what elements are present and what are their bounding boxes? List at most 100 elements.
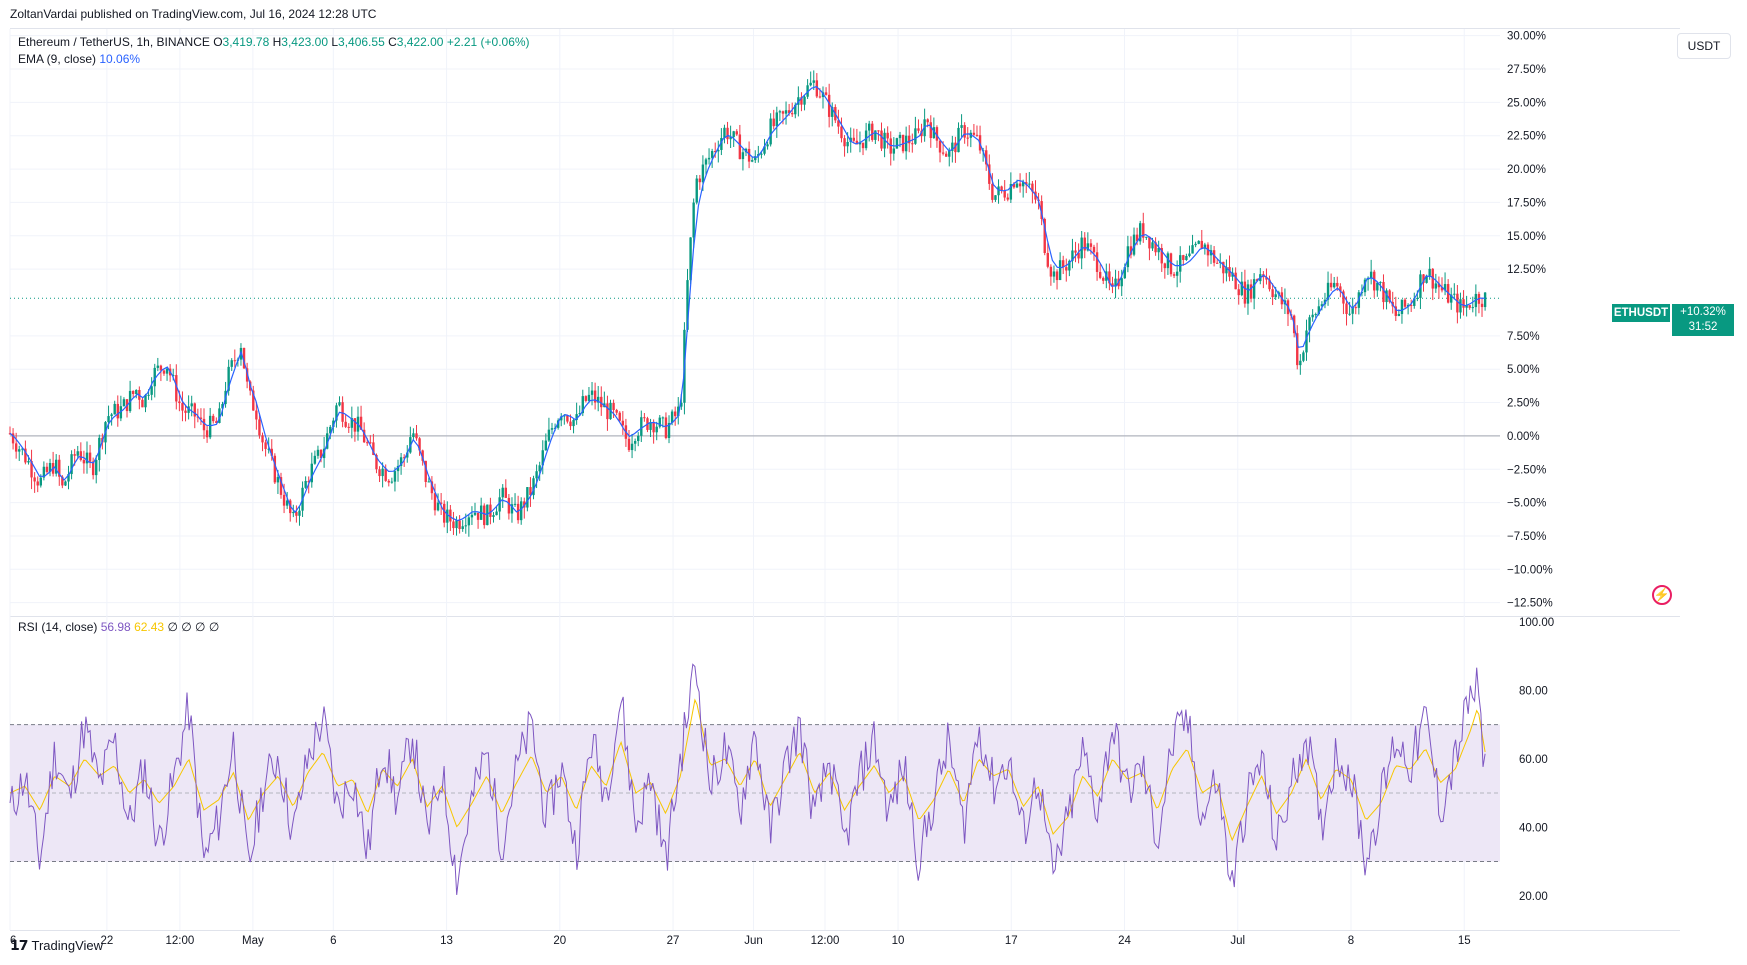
candle-body [218, 408, 221, 423]
candle-body [1351, 307, 1354, 314]
candle-body [316, 449, 320, 456]
candle-body [846, 141, 849, 147]
candle-body [1098, 271, 1102, 278]
candle-body [455, 520, 458, 529]
candle-body [350, 418, 354, 428]
candle-body [723, 127, 726, 138]
ema-legend[interactable]: EMA (9, close) 10.06% [18, 52, 140, 66]
candle-body [787, 110, 791, 114]
currency-button[interactable]: USDT [1677, 33, 1731, 59]
candle-body [258, 419, 261, 436]
lightning-icon[interactable]: ⚡ [1652, 585, 1672, 605]
candle-body [378, 469, 381, 477]
rsi-extra-1: ∅ [167, 620, 178, 634]
candle-body [76, 451, 79, 456]
candle-body [33, 477, 36, 482]
price-chart[interactable]: 30.00% 27.50% 25.00% 22.50% 20.00% 17.50% 15.0… [8, 29, 1680, 616]
candle-body [1480, 303, 1484, 308]
candle-body [837, 120, 840, 127]
candle-body [79, 451, 83, 460]
x-tick-label: 6 [10, 935, 16, 947]
y-tick-label: 27.50% [1507, 64, 1546, 76]
symbol-legend: Ethereum / TetherUS, 1h, BINANCE O3,419.… [18, 35, 530, 49]
candle-body [556, 420, 560, 428]
rsi-chart[interactable]: 100.00 80.00 60.00 40.00 20.00 6 22 12:00 May 6 13… [9, 615, 1680, 947]
candle-body [550, 428, 554, 430]
candle-body [975, 134, 979, 136]
candle-body [1203, 244, 1207, 249]
brand-name: TradingView [31, 938, 104, 953]
candle-body [1268, 279, 1271, 290]
tradingview-icon: 𝟭𝟳 [10, 937, 29, 953]
candle-body [304, 480, 307, 488]
candle-body [261, 435, 264, 443]
rsi-legend[interactable]: RSI (14, close) 56.98 62.43 ∅ ∅ ∅ ∅ [18, 620, 219, 634]
candle-body [1028, 183, 1031, 185]
candle-body [892, 148, 896, 154]
rsi-tick-label: 100.00 [1519, 617, 1554, 629]
candle-body [387, 480, 390, 483]
candle-body [347, 426, 350, 428]
candle-body [914, 128, 917, 144]
candle-body [399, 457, 403, 466]
candle-body [1175, 271, 1179, 276]
candle-body [1009, 184, 1013, 200]
candle-body [1111, 283, 1114, 287]
candle-body [359, 416, 363, 430]
y-tick-label: 0.00% [1507, 431, 1540, 443]
candle-body [827, 94, 831, 117]
candle-body [107, 416, 110, 423]
candle-body [498, 497, 501, 512]
candle-body [1483, 292, 1487, 308]
candle-body [147, 394, 150, 396]
candle-body [680, 402, 683, 407]
candle-body [375, 454, 378, 470]
candle-body [332, 420, 335, 427]
price-pane[interactable]: 30.00% 27.50% 25.00% 22.50% 20.00% 17.50% 15.0… [8, 28, 1680, 617]
candle-body [1299, 360, 1302, 366]
candle-body [886, 132, 889, 139]
candle-body [144, 394, 147, 408]
candle-body [467, 517, 471, 526]
candle-body [1046, 253, 1050, 267]
candle-body [476, 512, 480, 520]
candle-body [929, 122, 932, 139]
x-tick-label: 8 [1348, 935, 1354, 947]
candle-body [547, 429, 551, 441]
candle-body [329, 426, 332, 434]
symbol-title[interactable]: Ethereum / TetherUS, 1h, BINANCE [18, 35, 210, 49]
candle-body [116, 403, 119, 419]
candle-body [446, 509, 449, 523]
open-value: 3,419.78 [222, 35, 270, 49]
candle-body [858, 142, 862, 145]
candle-body [529, 487, 532, 496]
candle-body [516, 503, 520, 521]
candle-body [1388, 290, 1391, 302]
rsi-ma-value: 62.43 [134, 620, 165, 634]
candle-body [1271, 289, 1274, 298]
candle-body [30, 461, 33, 478]
rsi-pane[interactable]: 100.00 80.00 60.00 40.00 20.00 6 22 12:00 May 6 13… [9, 615, 1680, 947]
candle-body [560, 416, 563, 421]
candle-body [1237, 289, 1240, 296]
candle-body [1354, 307, 1357, 309]
candle-body [849, 137, 852, 142]
candle-body [1320, 304, 1324, 307]
candle-body [1416, 297, 1419, 299]
candle-body [649, 422, 652, 430]
candle-body [698, 178, 702, 183]
candle-body [1434, 283, 1438, 289]
candle-body [726, 127, 729, 140]
candle-body [362, 429, 366, 443]
candle-body [806, 85, 809, 97]
candle-body [1058, 260, 1062, 281]
candle-body [1413, 298, 1416, 306]
candle-body [889, 138, 892, 154]
y-tick-label: 25.00% [1507, 97, 1546, 109]
rsi-value: 56.98 [100, 620, 131, 634]
candle-body [572, 419, 575, 427]
candle-body [473, 512, 477, 515]
candle-body [1456, 293, 1459, 313]
candle-body [190, 403, 193, 407]
candle-body [1394, 306, 1397, 316]
